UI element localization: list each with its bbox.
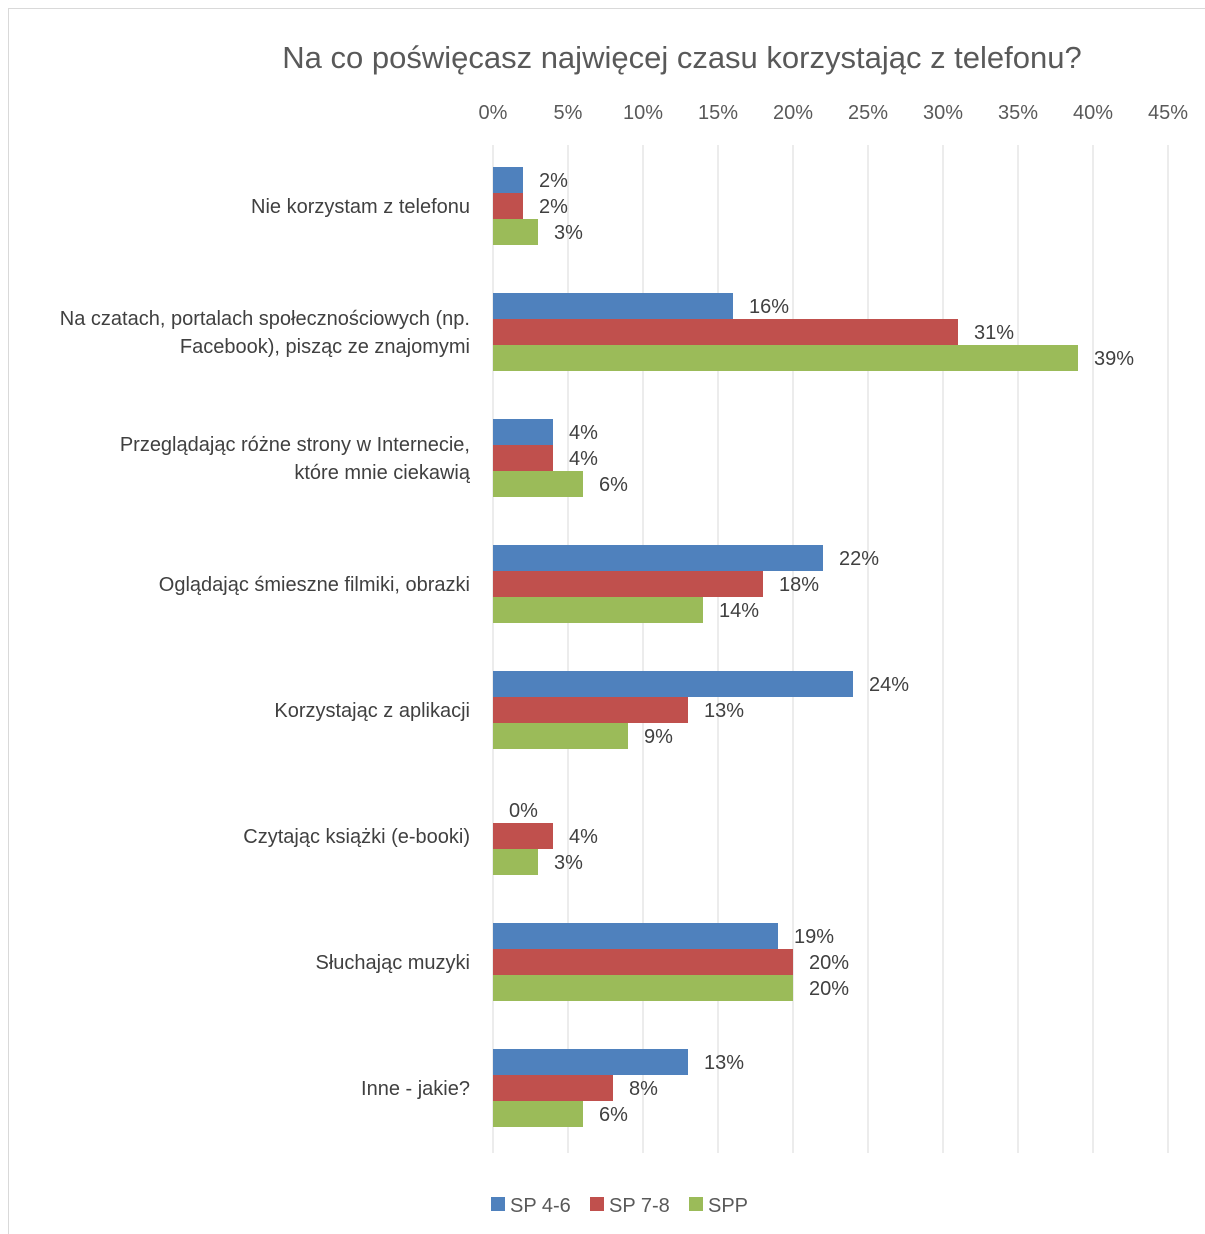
bars — [493, 167, 1078, 1127]
bar — [493, 471, 583, 497]
chart-title: Na co poświęcasz najwięcej czasu korzyst… — [282, 40, 1082, 75]
data-label: 14% — [719, 600, 759, 622]
category-labels: Nie korzystam z telefonu Na czatach, port… — [60, 196, 471, 1100]
data-label: 3% — [554, 852, 583, 874]
bar — [493, 1049, 688, 1075]
legend: SP 4-6 SP 7-8 SPP — [491, 1195, 748, 1217]
data-label: 16% — [749, 296, 789, 318]
bar — [493, 167, 523, 193]
data-label: 9% — [644, 726, 673, 748]
data-label: 0% — [509, 800, 538, 822]
bar — [493, 319, 958, 345]
bar — [493, 975, 793, 1001]
data-label: 18% — [779, 574, 819, 596]
category-label: Oglądając śmieszne filmiki, obrazki — [159, 574, 470, 596]
data-label: 20% — [809, 978, 849, 1000]
bar — [493, 345, 1078, 371]
data-label: 24% — [869, 674, 909, 696]
data-label: 20% — [809, 952, 849, 974]
bar — [493, 597, 703, 623]
data-label: 31% — [974, 322, 1014, 344]
category-label: Słuchając muzyki — [315, 952, 470, 974]
data-label: 2% — [539, 196, 568, 218]
bar — [493, 219, 538, 245]
x-tick-label: 20% — [773, 102, 813, 124]
legend-label: SPP — [708, 1195, 748, 1217]
data-label: 13% — [704, 1052, 744, 1074]
bar — [493, 949, 793, 975]
data-label: 4% — [569, 448, 598, 470]
legend-swatch — [491, 1197, 505, 1211]
bar — [493, 571, 763, 597]
x-tick-label: 35% — [998, 102, 1038, 124]
bar — [493, 1075, 613, 1101]
x-tick-label: 30% — [923, 102, 963, 124]
data-label: 22% — [839, 548, 879, 570]
bar — [493, 193, 523, 219]
data-labels: 2%2%3%16%31%39%4%4%6%22%18%14%24%13%9%0%… — [509, 170, 1134, 1126]
bar — [493, 419, 553, 445]
x-axis-ticks: 0% 5% 10% 15% 20% 25% 30% 35% 40% 45% — [479, 102, 1189, 124]
category-label: Czytając książki (e-booki) — [243, 826, 470, 848]
bar — [493, 723, 628, 749]
x-tick-label: 25% — [848, 102, 888, 124]
bar — [493, 849, 538, 875]
category-label: Korzystając z aplikacji — [274, 700, 470, 722]
category-label: Przeglądając różne strony w Internecie, — [120, 434, 470, 456]
data-label: 2% — [539, 170, 568, 192]
data-label: 3% — [554, 222, 583, 244]
chart-frame — [8, 8, 1205, 1234]
legend-label: SP 4-6 — [510, 1195, 571, 1217]
data-label: 13% — [704, 700, 744, 722]
data-label: 19% — [794, 926, 834, 948]
category-label: Nie korzystam z telefonu — [251, 196, 470, 218]
x-tick-label: 5% — [554, 102, 583, 124]
data-label: 4% — [569, 826, 598, 848]
data-label: 6% — [599, 474, 628, 496]
data-label: 4% — [569, 422, 598, 444]
x-tick-label: 45% — [1148, 102, 1188, 124]
category-label: Na czatach, portalach społecznościowych … — [60, 308, 470, 330]
bar — [493, 445, 553, 471]
x-tick-label: 15% — [698, 102, 738, 124]
data-label: 39% — [1094, 348, 1134, 370]
category-label: które mnie ciekawią — [294, 462, 471, 484]
category-label: Facebook), pisząc ze znajomymi — [180, 336, 470, 358]
category-label: Inne - jakie? — [361, 1078, 470, 1100]
x-tick-label: 40% — [1073, 102, 1113, 124]
data-label: 8% — [629, 1078, 658, 1100]
x-tick-label: 0% — [479, 102, 508, 124]
bar — [493, 545, 823, 571]
bar — [493, 697, 688, 723]
bar — [493, 293, 733, 319]
bar — [493, 1101, 583, 1127]
bar — [493, 823, 553, 849]
bar — [493, 671, 853, 697]
legend-label: SP 7-8 — [609, 1195, 670, 1217]
data-label: 6% — [599, 1104, 628, 1126]
legend-swatch — [689, 1197, 703, 1211]
bar — [493, 923, 778, 949]
x-tick-label: 10% — [623, 102, 663, 124]
legend-swatch — [590, 1197, 604, 1211]
